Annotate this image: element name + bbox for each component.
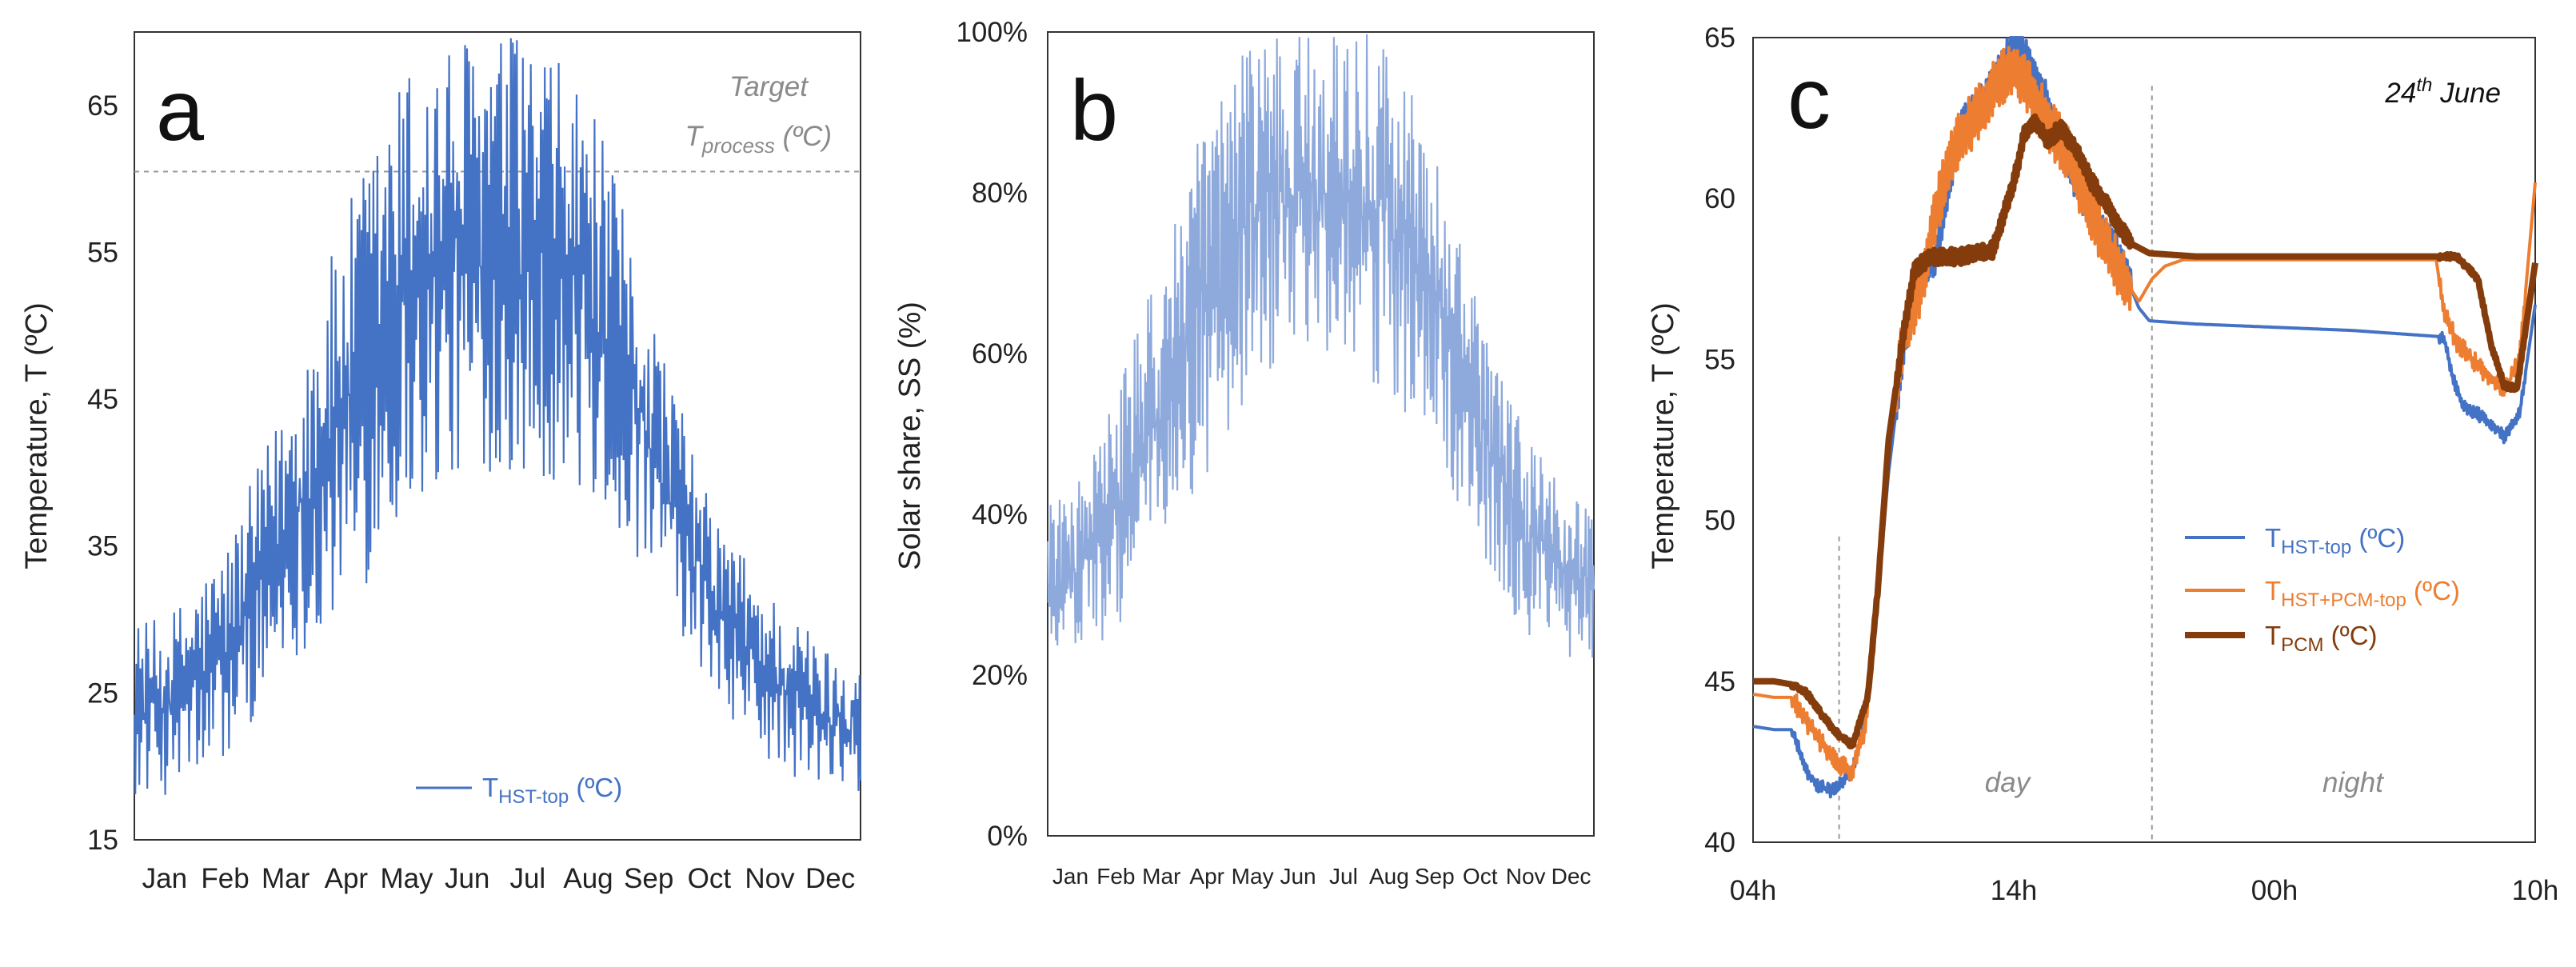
panel-a-y-tick-labels: 15 25 35 45 55 65 (87, 90, 118, 856)
panel-c-y-axis-label: Temperature, T (ºC) (1647, 302, 1680, 569)
panel-c-date-title: 24th June (2384, 74, 2501, 109)
panel-b-letter: b (1070, 62, 1118, 158)
panel-b-x-tick-label: Oct (1463, 864, 1498, 889)
panel-b-plot-frame (1047, 31, 1595, 837)
panel-a-x-tick-label: Jan (142, 863, 187, 894)
panel-c-legend-label-hst-top: THST-top (ºC) (2265, 523, 2405, 558)
panel-a-plot-frame (134, 31, 861, 841)
panel-b-x-tick-label: Jun (1280, 864, 1316, 889)
panel-a-x-tick-label: May (380, 863, 433, 894)
panel-c-x-tick-label: 04h (1730, 875, 1776, 906)
panel-b-y-tick-label: 0% (987, 821, 1028, 852)
panel-b-y-tick-labels: 0% 20% 40% 60% 80% 100% (956, 17, 1028, 852)
panel-a-x-tick-label: Feb (201, 863, 249, 894)
panel-c-x-tick-labels: 04h 14h 00h 10h (1730, 875, 2558, 906)
panel-b-x-tick-label: Aug (1369, 864, 1409, 889)
panel-c-day-label: day (1985, 767, 2032, 798)
panel-a-y-tick-label: 25 (87, 677, 118, 709)
panel-b-y-tick-label: 100% (956, 17, 1028, 48)
panel-a-x-tick-label: Aug (563, 863, 613, 894)
panel-c-y-tick-label: 55 (1704, 344, 1735, 375)
panel-a-x-tick-label: Jun (445, 863, 489, 894)
panel-b-x-tick-label: Jan (1052, 864, 1088, 889)
panel-b-y-tick-label: 40% (972, 499, 1028, 530)
panel-b-y-tick-label: 60% (972, 338, 1028, 370)
panel-b-x-tick-label: Mar (1142, 864, 1180, 889)
panel-b-y-tick-label: 80% (972, 178, 1028, 209)
panel-c-series-pcm (1751, 113, 2538, 749)
panel-a-x-tick-label: Nov (745, 863, 795, 894)
panel-b-x-tick-labels: Jan Feb Mar Apr May Jun Jul Aug Sep Oct Nov Dec (1052, 864, 1592, 889)
panel-a-x-tick-label: Apr (325, 863, 369, 894)
panel-b-x-tick-label: Feb (1096, 864, 1135, 889)
panel-c-night-label: night (2322, 767, 2384, 798)
panel-a-target-tprocess: Tprocess (ºC) (685, 121, 832, 158)
panel-a-x-tick-labels: Jan Feb Mar Apr May Jun Jul Aug Sep Oct Nov Dec (142, 863, 856, 894)
panel-b-x-tick-label: Dec (1552, 864, 1592, 889)
panel-b-y-tick-label: 20% (972, 660, 1028, 691)
panel-a-x-tick-label: Jul (509, 863, 545, 894)
panel-a-target-label: Target (729, 71, 809, 102)
panel-c-y-tick-label: 45 (1704, 666, 1735, 697)
panel-a-x-tick-label: Mar (262, 863, 310, 894)
panel-a-x-tick-label: Dec (805, 863, 855, 894)
panel-a-series-hst-top (133, 38, 862, 795)
panel-a-letter: a (156, 62, 205, 158)
panel-a-x-tick-label: Oct (688, 863, 732, 894)
panel-c-plot-frame (1752, 37, 2536, 843)
panel-a: a Target Tprocess (ºC) 15 25 35 45 55 65 Jan F… (20, 31, 862, 894)
panel-b-series-solar-share (1046, 34, 1596, 658)
panel-a-y-tick-label: 65 (87, 90, 118, 122)
panel-b-x-tick-label: Nov (1506, 864, 1546, 889)
panel-a-y-tick-label: 15 (87, 825, 118, 856)
panel-a-x-tick-label: Sep (624, 863, 673, 894)
panel-b-x-tick-label: Sep (1415, 864, 1455, 889)
panel-b-x-tick-label: May (1232, 864, 1274, 889)
panel-b: b 0%20%40%60%80%100% Jan Feb Mar Apr May Jun J… (893, 17, 1596, 889)
panel-c-legend: THST-top (ºC) THST+PCM-top (ºC) TPCM (ºC… (2185, 523, 2460, 656)
panel-a-y-tick-label: 35 (87, 531, 118, 562)
panel-c-y-tick-label: 60 (1704, 183, 1735, 214)
panel-c-legend-label-hst-pcm-top: THST+PCM-top (ºC) (2265, 576, 2460, 611)
panel-c: c 24th June day night 40 45 50 55 60 65 04h 14… (1647, 22, 2558, 906)
panel-a-legend-label: THST-top (ºC) (482, 773, 622, 808)
panel-c-legend-label-pcm: TPCM (ºC) (2265, 621, 2378, 656)
panel-a-y-tick-label: 45 (87, 384, 118, 415)
panel-a-y-tick-label: 55 (87, 237, 118, 268)
panel-c-x-tick-label: 00h (2251, 875, 2298, 906)
panel-c-y-tick-label: 50 (1704, 505, 1735, 537)
panel-b-y-axis-label: Solar share, SS (%) (893, 302, 927, 570)
panel-c-y-tick-label: 40 (1704, 827, 1735, 858)
panel-c-y-tick-labels: 40 45 50 55 60 65 (1704, 22, 1735, 858)
panel-a-y-axis-label: Temperature, T (ºC) (20, 302, 54, 569)
panel-b-x-tick-label: Apr (1189, 864, 1224, 889)
panel-c-y-tick-label: 65 (1704, 22, 1735, 54)
panel-c-x-tick-label: 10h (2512, 875, 2558, 906)
panel-c-x-tick-label: 14h (1991, 875, 2037, 906)
panel-b-x-tick-label: Jul (1329, 864, 1358, 889)
panel-c-letter: c (1787, 50, 1831, 146)
